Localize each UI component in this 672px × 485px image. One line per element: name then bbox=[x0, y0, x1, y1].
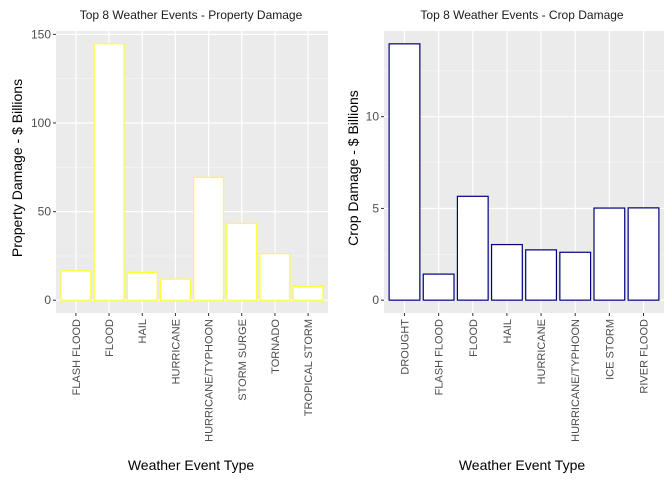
property-damage-x-tick-label: HURRICANE bbox=[170, 319, 182, 384]
property-damage-x-axis-label: Weather Event Type bbox=[128, 457, 255, 473]
crop-damage-x-tick-label: RIVER FLOOD bbox=[639, 319, 651, 394]
property-damage-bar bbox=[60, 270, 92, 301]
crop-damage-x-tick-label: FLASH FLOOD bbox=[434, 319, 446, 395]
crop-damage-x-tick-label: ICE STORM bbox=[604, 319, 616, 380]
property-damage-x-tick-label: HAIL bbox=[137, 319, 149, 343]
crop-damage-x-tick-label: HAIL bbox=[502, 319, 514, 343]
property-damage-bar bbox=[226, 222, 258, 301]
crop-damage-x-tick-label: FLOOD bbox=[468, 319, 480, 357]
crop-damage-x-tick-label: HURRICANE bbox=[536, 319, 548, 384]
crop-damage-bar bbox=[388, 43, 421, 301]
crop-damage-y-tick-label: 10 bbox=[366, 110, 380, 124]
crop-damage-bar bbox=[422, 273, 455, 301]
property-damage-bar bbox=[292, 285, 324, 301]
property-damage-y-tick-label: 150 bbox=[31, 27, 51, 41]
crop-damage-title: Top 8 Weather Events - Crop Damage bbox=[420, 8, 624, 22]
property-damage-y-axis-label: Property Damage - $ Billions bbox=[9, 79, 25, 257]
property-damage-bar bbox=[126, 271, 158, 301]
crop-damage-plot-area: 0 5 10 DROUGHT FLASH FLOOD FLOOD HAIL HURRICANE… bbox=[366, 31, 664, 442]
crop-damage-chart: Top 8 Weather Events - Crop Damage Crop … bbox=[345, 8, 664, 473]
property-damage-x-tick-label: STORM SURGE bbox=[237, 319, 249, 401]
crop-damage-y-tick-label: 0 bbox=[372, 293, 379, 307]
property-damage-plot-area: 0 50 100 150 FLASH FLOOD FLOOD HAIL HURRICANE HU… bbox=[31, 27, 328, 442]
crop-damage-x-axis-label: Weather Event Type bbox=[459, 457, 586, 473]
property-damage-x-tick-label: FLASH FLOOD bbox=[71, 319, 83, 395]
property-damage-bar bbox=[159, 278, 191, 301]
property-damage-x-tick-label: TORNADO bbox=[270, 319, 282, 374]
crop-damage-bar bbox=[525, 249, 558, 301]
crop-damage-bar bbox=[456, 195, 489, 301]
property-damage-y-tick-label: 0 bbox=[44, 293, 51, 307]
crop-damage-bar bbox=[627, 207, 660, 301]
crop-damage-bar bbox=[593, 207, 626, 301]
property-damage-x-tick-label: TROPICAL STORM bbox=[303, 319, 315, 416]
property-damage-x-tick-label: FLOOD bbox=[104, 319, 116, 357]
property-damage-y-tick-label: 100 bbox=[31, 116, 51, 130]
property-damage-bar bbox=[93, 43, 125, 301]
property-damage-x-tick-label: HURRICANE/TYPHOON bbox=[204, 319, 216, 442]
property-damage-bar bbox=[193, 176, 225, 301]
property-damage-bar bbox=[259, 253, 291, 301]
crop-damage-bar bbox=[559, 251, 592, 301]
property-damage-y-tick-label: 50 bbox=[38, 205, 52, 219]
property-damage-chart: Top 8 Weather Events - Property Damage P… bbox=[9, 8, 328, 473]
crop-damage-bar bbox=[490, 243, 523, 301]
property-damage-title: Top 8 Weather Events - Property Damage bbox=[80, 8, 303, 22]
crop-damage-x-tick-label: DROUGHT bbox=[399, 319, 411, 375]
crop-damage-x-tick-label: HURRICANE/TYPHOON bbox=[570, 319, 582, 442]
crop-damage-y-axis-label: Crop Damage - $ Billions bbox=[345, 90, 361, 246]
crop-damage-y-tick-label: 5 bbox=[372, 201, 379, 215]
